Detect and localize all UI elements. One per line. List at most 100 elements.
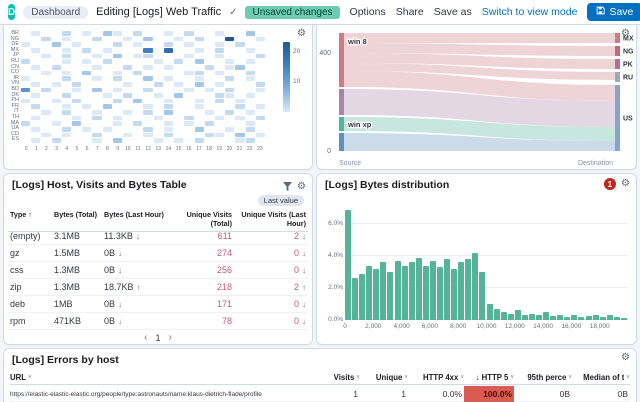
heatmap-cell[interactable] (235, 54, 244, 59)
heatmap-cell[interactable] (153, 59, 163, 64)
heatmap-cell[interactable] (92, 138, 102, 143)
heatmap-cell[interactable] (82, 37, 91, 42)
heatmap-cell[interactable] (62, 42, 71, 47)
heatmap-cell[interactable] (92, 59, 101, 64)
heatmap-cell[interactable] (154, 104, 163, 109)
previous-page-icon[interactable]: ‹ (144, 332, 148, 343)
heatmap-cell[interactable] (235, 71, 244, 76)
heatmap-cell[interactable] (51, 121, 61, 127)
heatmap-cell[interactable] (255, 36, 265, 42)
heatmap-cell[interactable] (184, 138, 193, 143)
heatmap-cell[interactable] (52, 59, 61, 64)
heatmap-cell[interactable] (184, 59, 193, 64)
heatmap-cell[interactable] (52, 133, 61, 138)
heatmap-cell[interactable] (143, 116, 152, 121)
heatmap-cell[interactable] (61, 47, 72, 53)
heatmap-cell[interactable] (195, 65, 204, 70)
sankey-source-node[interactable] (339, 33, 344, 87)
heatmap-cell[interactable] (72, 81, 82, 87)
column-header[interactable]: HTTP 4xx ∨ (408, 373, 464, 382)
heatmap-cell[interactable] (143, 87, 153, 93)
heatmap-cell[interactable] (41, 127, 50, 132)
heatmap-cell[interactable] (154, 121, 163, 126)
heatmap-cell[interactable] (215, 121, 224, 126)
heatmap-cell[interactable] (123, 88, 132, 93)
heatmap-cell[interactable] (92, 42, 101, 47)
heatmap-cell[interactable] (103, 54, 112, 59)
heatmap-cell[interactable] (195, 88, 204, 93)
column-header[interactable]: ↓ HTTP 5 ∨ (464, 373, 514, 382)
heatmap-cell[interactable] (225, 127, 235, 132)
heatmap-cell[interactable] (72, 31, 81, 36)
heatmap-cell[interactable] (174, 110, 183, 115)
heatmap-cell[interactable] (225, 48, 234, 53)
histogram-bar[interactable] (465, 259, 472, 320)
heatmap-cell[interactable] (153, 115, 163, 121)
heatmap-cell[interactable] (41, 70, 51, 76)
heatmap-cell[interactable] (235, 64, 245, 70)
heatmap-cell[interactable] (133, 48, 142, 53)
chevron-down-icon[interactable]: ∨ (460, 374, 464, 380)
heatmap-cell[interactable] (133, 76, 142, 81)
sankey-source-node[interactable] (339, 133, 344, 151)
heatmap-cell[interactable] (143, 93, 152, 98)
heatmap-cell[interactable] (31, 127, 41, 132)
heatmap-cell[interactable] (21, 121, 31, 127)
heatmap-cell[interactable] (154, 37, 163, 42)
sankey-destination-node[interactable] (615, 46, 620, 56)
heatmap-cell[interactable] (143, 64, 153, 70)
heatmap-cell[interactable] (215, 59, 224, 64)
heatmap-cell[interactable] (103, 37, 112, 42)
heatmap-cell[interactable] (256, 93, 265, 98)
table-row[interactable]: zip 1.3MB 18.7KB ↑ 218 2 ↑ (8, 279, 308, 296)
heatmap-cell[interactable] (133, 116, 142, 121)
heatmap-cell[interactable] (143, 59, 152, 64)
heatmap-cell[interactable] (214, 132, 225, 138)
page-title[interactable]: Editing [Logs] Web Traffic (96, 6, 222, 18)
histogram-bar[interactable] (359, 273, 366, 320)
heatmap-cell[interactable] (52, 93, 61, 98)
table-row[interactable]: rpm 471KB 0B ↓ 78 0 ↓ (8, 313, 308, 330)
histogram-bar[interactable] (599, 316, 606, 320)
sankey-destination-node[interactable] (615, 59, 620, 69)
histogram-bar[interactable] (352, 278, 359, 320)
heatmap-cell[interactable] (174, 42, 183, 47)
heatmap-cell[interactable] (61, 70, 72, 76)
heatmap-cell[interactable] (205, 76, 214, 81)
heatmap-cell[interactable] (62, 116, 71, 121)
heatmap-cell[interactable] (194, 70, 204, 76)
heatmap-cell[interactable] (21, 37, 30, 42)
heatmap-cell[interactable] (214, 115, 225, 121)
heatmap-cell[interactable] (174, 133, 183, 138)
heatmap-cell[interactable] (143, 47, 153, 53)
column-header[interactable]: 95th perce ∨ (514, 373, 572, 382)
heatmap-cell[interactable] (174, 88, 183, 93)
heatmap-cell[interactable] (31, 133, 40, 138)
heatmap-cell[interactable] (256, 99, 265, 104)
heatmap-cell[interactable] (41, 65, 50, 70)
histogram-bar[interactable] (557, 315, 564, 320)
histogram-bar[interactable] (606, 315, 613, 320)
heatmap-cell[interactable] (256, 42, 265, 47)
histogram-bar[interactable] (543, 312, 550, 320)
heatmap-cell[interactable] (256, 65, 265, 70)
heatmap-cell[interactable] (123, 76, 132, 81)
heatmap-cell[interactable] (82, 110, 91, 115)
heatmap-cell[interactable] (235, 76, 244, 81)
heatmap-cell[interactable] (123, 132, 133, 138)
heatmap-cell[interactable] (133, 53, 143, 59)
heatmap-cell[interactable] (52, 127, 61, 132)
chevron-down-icon[interactable]: ∨ (568, 374, 572, 380)
heatmap-cell[interactable] (225, 138, 234, 143)
heatmap-cell[interactable] (82, 76, 91, 81)
filter-icon[interactable] (283, 178, 293, 196)
table-row[interactable]: (empty) 3.1MB 11.3KB ↓ 611 2 ↓ (8, 228, 308, 245)
heatmap-cell[interactable] (163, 76, 174, 81)
heatmap-cell[interactable] (92, 53, 102, 59)
heatmap-cell[interactable] (143, 127, 153, 132)
heatmap-cell[interactable] (245, 121, 255, 127)
heatmap-cell[interactable] (163, 31, 174, 36)
heatmap-cell[interactable] (31, 99, 40, 104)
heatmap-cell[interactable] (225, 31, 234, 36)
sankey-link[interactable] (344, 117, 615, 141)
